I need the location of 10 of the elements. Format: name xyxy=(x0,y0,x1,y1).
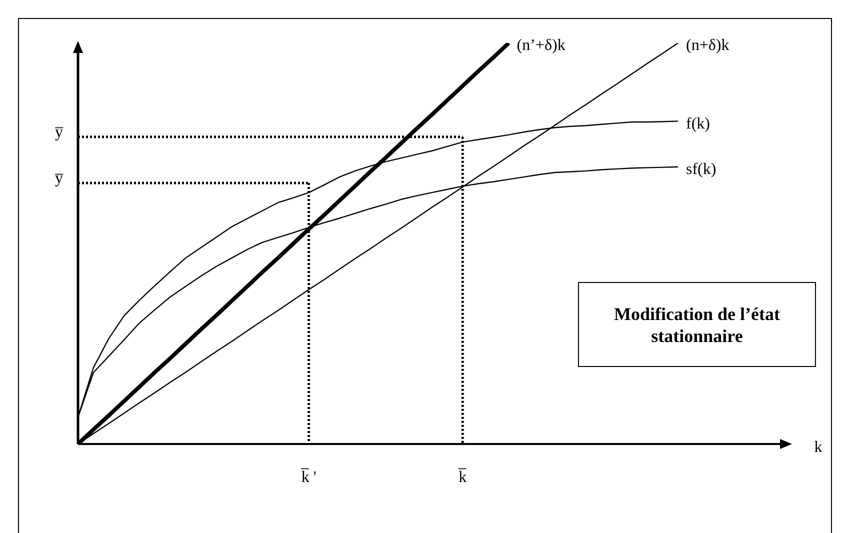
series-label: f(k) xyxy=(686,115,710,132)
series-label: (n’+δ)k xyxy=(516,37,566,54)
series-label: y̅ xyxy=(54,124,64,142)
annotation: Modification de l’état stationnaire xyxy=(578,282,816,367)
series-label: sf(k) xyxy=(686,161,716,178)
x-tick-label: k̅ xyxy=(457,468,468,486)
series-label: (n+δ)k xyxy=(686,37,730,54)
series-label: y̅ xyxy=(54,170,64,188)
x-tick-label: k̅ ' xyxy=(300,468,316,486)
text: k xyxy=(814,439,822,456)
